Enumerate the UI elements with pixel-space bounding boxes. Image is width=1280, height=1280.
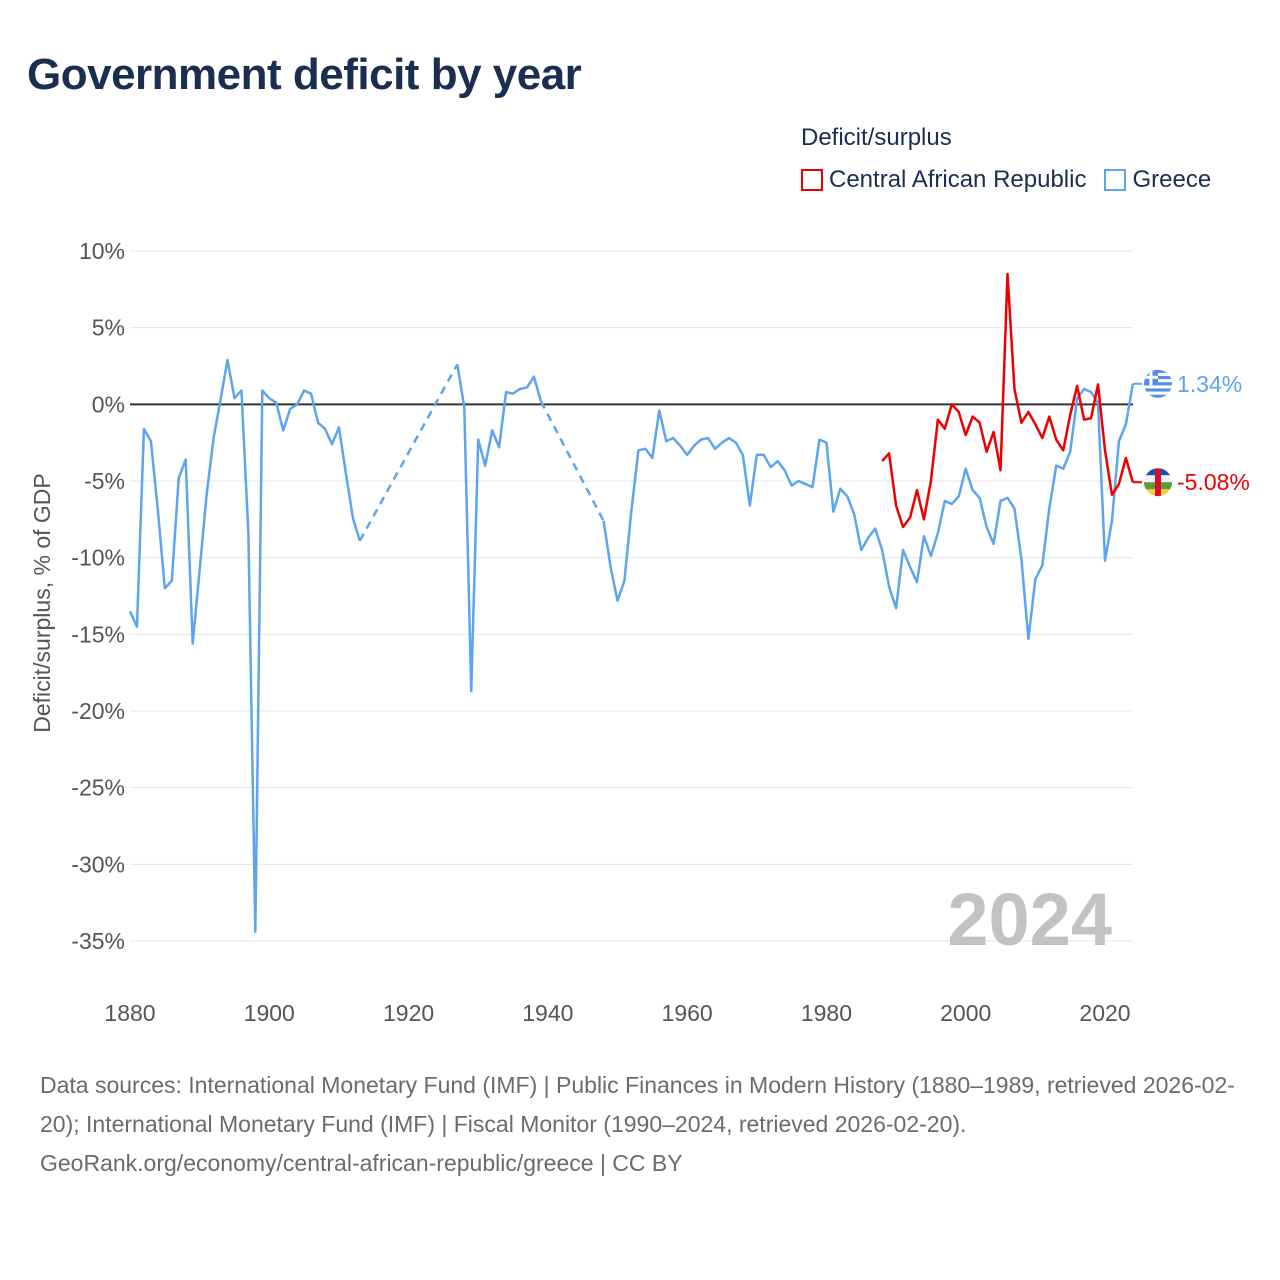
legend: Central African Republic Greece — [801, 166, 1211, 194]
chart-area: 10% 5% 0% -5% -10% -15% -20% -25% -30% -35% 1880 1… — [29, 238, 1250, 1026]
x-tick-label: 1960 — [662, 1000, 713, 1026]
end-value-label: -5.08% — [1177, 469, 1250, 495]
x-tick-label: 2020 — [1079, 1000, 1130, 1026]
flag-stripe — [1144, 391, 1172, 395]
series-line-greece — [128, 358, 362, 934]
legend-label: Central African Republic — [829, 166, 1087, 193]
series-line-greece — [456, 364, 543, 693]
legend-swatch-car — [801, 169, 823, 191]
legend-item-car[interactable]: Central African Republic — [801, 166, 1086, 194]
y-tick-label: -15% — [71, 621, 125, 647]
x-tick-label: 1920 — [383, 1000, 434, 1026]
flag-stripe — [1144, 388, 1172, 392]
legend-item-greece[interactable]: Greece — [1104, 166, 1211, 194]
flag-cross — [1149, 369, 1153, 386]
year-watermark: 2024 — [947, 878, 1112, 961]
flag-body — [1144, 369, 1172, 398]
flag-band — [1155, 468, 1161, 497]
series-gap-greece — [539, 400, 605, 522]
x-tick-label: 2000 — [940, 1000, 991, 1026]
series-line-central-african-republic — [881, 272, 1135, 529]
flag-central-african-republic-icon — [1144, 468, 1172, 497]
credit-link[interactable]: GeoRank.org/economy/central-african-repu… — [40, 1150, 683, 1176]
data-sources: Data sources: International Monetary Fun… — [40, 1072, 1235, 1137]
y-tick-label: -30% — [71, 851, 125, 877]
y-tick-label: -25% — [71, 775, 125, 801]
legend-label: Greece — [1132, 166, 1212, 193]
flag-body — [1144, 468, 1172, 497]
y-axis-label: Deficit/surplus, % of GDP — [29, 473, 55, 732]
x-tick-label: 1940 — [522, 1000, 573, 1026]
chart-title: Government deficit by year — [27, 50, 582, 99]
y-tick-label: -20% — [71, 698, 125, 724]
flag-stripe — [1144, 385, 1172, 389]
series-gap-greece — [358, 363, 459, 542]
legend-swatch-greece — [1104, 169, 1127, 191]
x-tick-label: 1900 — [244, 1000, 295, 1026]
y-tick-label: -5% — [84, 468, 125, 494]
series-line-greece — [602, 383, 1135, 641]
y-tick-label: 0% — [92, 391, 125, 417]
x-tick-label: 1880 — [104, 1000, 155, 1026]
x-tick-label: 1980 — [801, 1000, 852, 1026]
y-tick-label: -35% — [71, 928, 125, 954]
legend-title: Deficit/surplus — [801, 124, 952, 151]
y-tick-label: 10% — [79, 238, 125, 264]
end-value-label: 1.34% — [1177, 371, 1242, 397]
flag-greece-icon — [1144, 369, 1172, 398]
y-tick-label: 5% — [92, 315, 125, 341]
footer: Data sources: International Monetary Fun… — [40, 1066, 1240, 1183]
flag-stripe — [1144, 394, 1172, 398]
y-tick-label: -10% — [71, 545, 125, 571]
